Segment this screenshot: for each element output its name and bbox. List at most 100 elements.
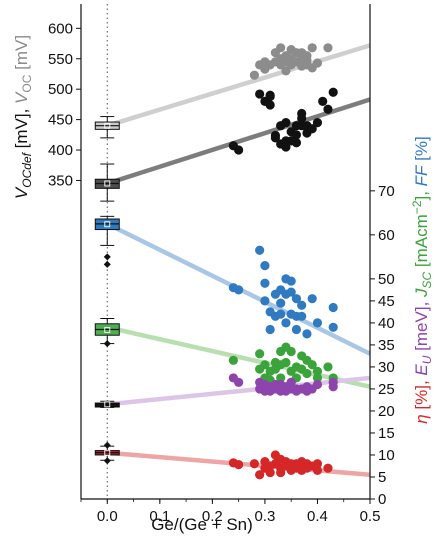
- box-mean-marker: [104, 401, 111, 408]
- box-outlier: [103, 441, 111, 449]
- right-tick-label: 30: [378, 359, 395, 376]
- axis-label-part: FF: [412, 164, 431, 186]
- box-outlier: [103, 260, 111, 268]
- axis-label-part: V: [12, 186, 31, 199]
- right-axis-label: η [%], EU [meV], JSC [mAcm−2], FF [%]: [410, 136, 434, 424]
- data-point-FF: [276, 298, 286, 308]
- axis-label-part: [mV],: [12, 104, 31, 153]
- box-mean-marker: [104, 221, 111, 228]
- points-V_OC: [249, 43, 333, 80]
- left-tick-label: 500: [48, 81, 73, 98]
- data-point-FF: [234, 285, 244, 295]
- left-tick-label: 550: [48, 51, 73, 68]
- right-tick-label: 20: [378, 403, 395, 420]
- data-point-η: [265, 467, 275, 478]
- x-tick-label: 0.2: [202, 508, 223, 525]
- left-tick-label: 400: [48, 142, 73, 159]
- data-point-FF: [286, 287, 296, 297]
- box-mean-marker: [104, 180, 111, 187]
- data-point-E_U: [328, 377, 338, 387]
- data-point-V_OCdef: [265, 91, 275, 102]
- data-point-V_OCdef: [234, 145, 244, 155]
- data-point-V_OCdef: [297, 113, 307, 123]
- axis-label-part: J: [412, 288, 431, 298]
- data-point-FF: [307, 294, 317, 304]
- data-point-V_OCdef: [318, 96, 328, 106]
- data-point-V_OCdef: [270, 133, 281, 143]
- axis-label-part: [mAcm: [412, 214, 431, 272]
- data-point-FF: [265, 324, 275, 335]
- axis-label-part: [%]: [412, 136, 431, 165]
- left-tick-label: 600: [48, 20, 73, 37]
- data-point-η: [323, 463, 333, 473]
- data-point-FF: [260, 278, 270, 288]
- right-tick-label: 15: [378, 425, 395, 442]
- data-point-V_OC: [249, 70, 259, 80]
- axis-label-part: OC: [20, 74, 34, 92]
- data-point-J_SC: [286, 346, 296, 357]
- box-mean-marker: [104, 122, 111, 129]
- data-point-V_OCdef: [328, 87, 338, 97]
- right-tick-label: 35: [378, 337, 395, 354]
- data-point-V_OCdef: [291, 130, 302, 140]
- axis-label-part: [mV]: [12, 35, 31, 75]
- axis-label-part: OCdef: [20, 151, 34, 187]
- data-point-V_OCdef: [281, 118, 291, 128]
- axis-label-part: ],: [412, 186, 431, 200]
- fit-line-E_U: [107, 375, 371, 407]
- data-point-η: [312, 465, 323, 475]
- box-mean-marker: [104, 326, 111, 333]
- data-point-J_SC: [255, 349, 265, 359]
- data-point-FF: [302, 329, 312, 339]
- box-plots-layer: [94, 116, 120, 465]
- box-plot-J_SC: [94, 317, 120, 348]
- data-point-J_SC: [307, 360, 317, 370]
- data-point-FF: [328, 322, 338, 332]
- points-FF: [228, 245, 338, 339]
- axis-label-part: −2: [410, 200, 424, 214]
- right-tick-label: 10: [378, 447, 395, 464]
- right-tick-label: 45: [378, 293, 395, 310]
- right-tick-label: 5: [378, 469, 386, 486]
- points-E_U: [228, 373, 338, 396]
- data-point-V_OC: [307, 43, 317, 53]
- box-plot-V_OC: [94, 116, 120, 139]
- data-point-V_OC: [323, 43, 333, 53]
- data-point-FF: [255, 245, 265, 255]
- x-tick-label: 0.5: [360, 508, 381, 525]
- data-point-E_U: [312, 379, 323, 390]
- data-point-V_OC: [281, 66, 291, 76]
- data-points-layer: [228, 43, 338, 480]
- data-point-V_OCdef: [323, 104, 333, 114]
- right-tick-label: 60: [378, 227, 395, 244]
- axis-label-part: [meV],: [412, 297, 431, 356]
- x-axis-label: Ge/(Ge + Sn): [151, 515, 253, 534]
- x-tick-label: 0.0: [97, 508, 118, 525]
- box-plot-FF: [94, 215, 120, 268]
- data-point-FF: [276, 309, 286, 319]
- left-tick-label: 450: [48, 112, 73, 129]
- data-point-FF: [291, 294, 302, 304]
- data-point-V_OCdef: [255, 89, 265, 99]
- data-point-FF: [328, 302, 338, 313]
- left-tick-label: 350: [48, 172, 73, 189]
- right-tick-label: 40: [378, 315, 395, 332]
- box-plot-E_U: [94, 400, 120, 408]
- fit-line-V_OCdef: [106, 97, 371, 186]
- data-point-FF: [281, 318, 291, 328]
- data-point-V_OCdef: [265, 100, 275, 110]
- box-outlier: [103, 253, 111, 261]
- right-tick-label: 70: [378, 183, 395, 200]
- axis-label-part: [%],: [412, 376, 431, 415]
- points-J_SC: [228, 342, 338, 387]
- data-point-FF: [297, 311, 307, 321]
- data-point-V_OCdef: [281, 142, 291, 152]
- x-tick-label: 0.3: [254, 508, 275, 525]
- right-tick-label: 50: [378, 271, 395, 288]
- data-point-η: [234, 460, 244, 470]
- data-point-J_SC: [312, 366, 323, 376]
- box-outlier: [103, 340, 111, 348]
- data-point-η: [276, 467, 286, 478]
- data-point-FF: [297, 300, 307, 310]
